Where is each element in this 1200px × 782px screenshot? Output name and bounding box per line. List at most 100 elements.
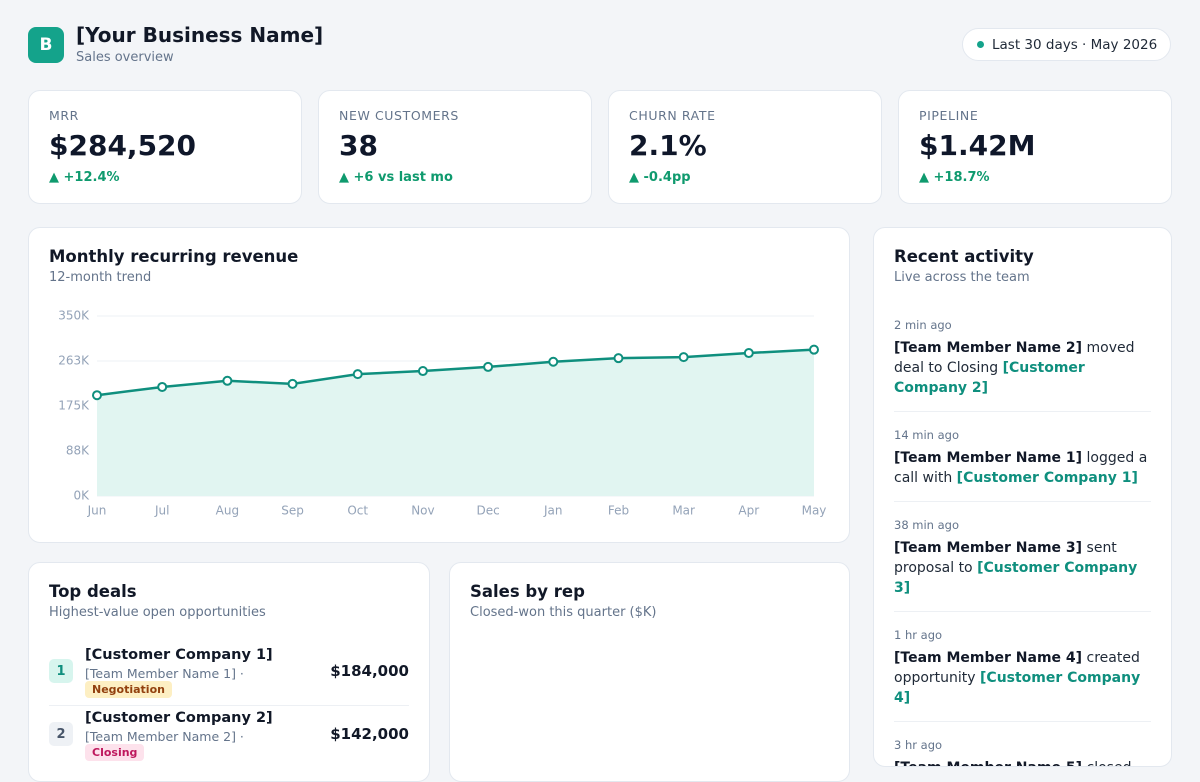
deal-owner: [Team Member Name 2] · Closing — [85, 729, 275, 761]
activity-text: [Team Member Name 2] moved deal to Closi… — [894, 338, 1151, 398]
activity-subtitle: Live across the team — [894, 270, 1030, 285]
x-tick-label: Feb — [608, 504, 629, 518]
data-point — [222, 375, 233, 386]
data-point — [743, 348, 754, 359]
action: created opportunity — [894, 650, 1140, 686]
activity-item: 14 min ago [Team Member Name 1] logged a … — [894, 418, 1151, 502]
kpi-label: NEW CUSTOMERS — [339, 108, 459, 123]
deals-title: Top deals — [49, 582, 137, 601]
activity-time: 38 min ago — [894, 518, 960, 532]
activity-time: 1 hr ago — [894, 628, 943, 642]
deal-owner: [Team Member Name 1] · Negotiation — [85, 666, 275, 698]
activity-text: [Team Member Name 4] created opportunity… — [894, 648, 1151, 708]
activity-text: [Team Member Name 1] logged a call with … — [894, 448, 1151, 488]
deal-company: [Customer Company 1] — [85, 647, 273, 663]
deal-stage: Closing — [85, 744, 145, 761]
data-point — [417, 366, 428, 377]
y-tick-label: 88K — [66, 444, 90, 458]
kpi-value: 2.1% — [629, 129, 707, 162]
logo: B — [28, 27, 64, 63]
business-title: [Your Business Name] — [76, 23, 324, 47]
deal-stage: Negotiation — [85, 681, 172, 698]
data-point — [287, 378, 298, 389]
x-tick-label: Apr — [738, 504, 759, 518]
activity-item: 1 hr ago [Team Member Name 4] created opp… — [894, 618, 1151, 722]
kpi-label: PIPELINE — [919, 108, 979, 123]
activity-item: 2 min ago [Team Member Name 2] moved deal… — [894, 308, 1151, 412]
activity-item: 3 hr ago [Team Member Name 5] closed-won … — [894, 728, 1151, 766]
status-dot — [977, 41, 984, 48]
deal-amount: $184,000 — [330, 662, 409, 680]
deal-owner-name: [Team Member Name 2] · — [85, 729, 244, 744]
activity-time: 3 hr ago — [894, 738, 943, 752]
area — [97, 349, 814, 496]
deal-owner-name: [Team Member Name 1] · — [85, 666, 244, 681]
kpi-card: MRR $284,520 ▲ +12.4% — [28, 90, 302, 204]
period-selector[interactable]: Last 30 days · May 2026 — [962, 28, 1171, 61]
y-tick-label: 175K — [58, 399, 90, 413]
x-tick-label: Sep — [281, 504, 304, 518]
activity-text: [Team Member Name 3] sent proposal to [C… — [894, 538, 1151, 598]
rep-title: Sales by rep — [470, 582, 585, 601]
kpi-delta: ▲ +6 vs last mo — [339, 170, 453, 185]
data-point — [483, 361, 494, 372]
rep-subtitle: Closed-won this quarter ($K) — [470, 605, 657, 620]
activity-time: 14 min ago — [894, 428, 960, 442]
kpi-delta: ▲ +18.7% — [919, 170, 990, 185]
kpi-delta: ▲ -0.4pp — [629, 170, 691, 185]
revenue-card: Monthly recurring revenue 12-month trend… — [28, 227, 850, 543]
deal-amount: $142,000 — [330, 725, 409, 743]
actor: [Team Member Name 1] — [894, 450, 1083, 466]
kpi-label: CHURN RATE — [629, 108, 716, 123]
x-tick-label: Jan — [543, 504, 563, 518]
actor: [Team Member Name 2] — [894, 340, 1083, 356]
target-link[interactable]: [Customer Company 4] — [894, 670, 1141, 706]
data-point — [157, 381, 168, 392]
x-tick-label: May — [802, 504, 827, 518]
kpi-card: CHURN RATE 2.1% ▲ -0.4pp — [608, 90, 882, 204]
kpi-value: 38 — [339, 129, 378, 162]
activity-card: Recent activity Live across the team 2 m… — [873, 227, 1172, 767]
kpi-card: NEW CUSTOMERS 38 ▲ +6 vs last mo — [318, 90, 592, 204]
action: sent proposal to — [894, 540, 1117, 576]
deal-company: [Customer Company 2] — [85, 710, 273, 726]
target-link[interactable]: [Customer Company 1] — [956, 470, 1138, 486]
kpi-label: MRR — [49, 108, 79, 123]
activity-list: 2 min ago [Team Member Name 2] moved deal… — [894, 308, 1151, 766]
business-subtitle: Sales overview — [76, 50, 174, 65]
data-point — [678, 352, 689, 363]
actor: [Team Member Name 4] — [894, 650, 1083, 666]
x-tick-label: Aug — [216, 504, 239, 518]
y-tick-label: 350K — [58, 309, 90, 323]
data-point — [92, 390, 102, 401]
period-text: Last 30 days · May 2026 — [992, 36, 1158, 53]
target-link[interactable]: [Customer Company 3] — [894, 560, 1138, 596]
activity-title: Recent activity — [894, 247, 1034, 266]
kpi-value: $1.42M — [919, 129, 1036, 162]
actor: [Team Member Name 3] — [894, 540, 1083, 556]
activity-item: 38 min ago [Team Member Name 3] sent prop… — [894, 508, 1151, 612]
y-tick-label: 0K — [73, 489, 90, 503]
kpi-value: $284,520 — [49, 129, 197, 162]
activity-text: [Team Member Name 5] closed-won [Custome… — [894, 758, 1151, 766]
deal-row: 2 [Customer Company 2] [Team Member Name 2… — [49, 705, 409, 766]
deal-rank: 2 — [49, 722, 73, 746]
kpi-delta: ▲ +12.4% — [49, 170, 120, 185]
chart-subtitle: 12-month trend — [49, 270, 152, 285]
activity-time: 2 min ago — [894, 318, 952, 332]
x-tick-label: Jun — [87, 504, 107, 518]
x-tick-label: Nov — [411, 504, 434, 518]
x-tick-label: Jul — [154, 504, 169, 518]
y-tick-label: 263K — [58, 354, 90, 368]
data-point — [548, 356, 559, 367]
deal-row: 1 [Customer Company 1] [Team Member Name 1… — [49, 643, 409, 703]
target-link[interactable]: [Customer Company 2] — [894, 360, 1085, 396]
action: logged a call with — [894, 450, 1148, 486]
data-point — [809, 344, 819, 355]
data-point — [613, 353, 624, 364]
line — [96, 348, 815, 397]
action: moved deal to Closing — [894, 340, 1135, 376]
deal-rank: 1 — [49, 659, 73, 683]
rep-card: Sales by rep Closed-won this quarter ($K… — [449, 562, 850, 782]
dashboard: B [Your Business Name] Sales overview La… — [28, 23, 1172, 782]
